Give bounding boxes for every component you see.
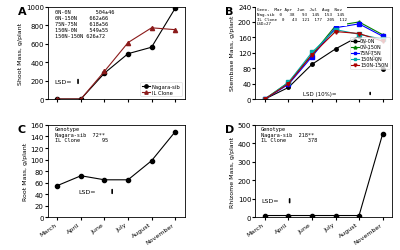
0N-150N [333, 25, 338, 28]
150N-150N [286, 83, 291, 86]
0N-0N [333, 48, 338, 51]
150N-0N [333, 29, 338, 32]
IL Clone [149, 27, 154, 30]
75N-75N [310, 56, 314, 59]
0N-0N [357, 36, 362, 38]
150N-0N [357, 34, 362, 37]
Nagara-sib [55, 98, 60, 101]
0N-150N [262, 98, 267, 101]
150N-0N [310, 52, 314, 55]
Text: LSD=: LSD= [78, 189, 96, 194]
150N-150N [310, 54, 314, 57]
150N-150N [380, 40, 385, 43]
75N-75N [380, 36, 385, 38]
Text: A: A [18, 6, 26, 16]
Text: 0N-0N        504±46
0N-150N    662±66
75N-75N    618±56
150N-0N    549±55
150N-1: 0N-0N 504±46 0N-150N 662±66 75N-75N 618±… [55, 10, 114, 38]
0N-0N [380, 68, 385, 71]
150N-0N [380, 38, 385, 42]
IL Clone [126, 42, 130, 45]
Line: 0N-150N: 0N-150N [263, 21, 384, 101]
Text: LSD (10%)=: LSD (10%)= [303, 92, 337, 96]
Line: Nagara-sib: Nagara-sib [55, 7, 177, 102]
75N-75N [286, 84, 291, 86]
0N-150N [357, 21, 362, 24]
Legend: 0N-0N, 0N-150N, 75N-75N, 150N-0N, 150N-150N: 0N-0N, 0N-150N, 75N-75N, 150N-0N, 150N-1… [350, 38, 390, 70]
Legend: Nagara-sib, IL Clone: Nagara-sib, IL Clone [140, 83, 182, 97]
75N-75N [333, 27, 338, 30]
Line: 150N-150N: 150N-150N [263, 31, 384, 101]
75N-75N [357, 23, 362, 26]
Y-axis label: Root Mass, g/plant: Root Mass, g/plant [22, 142, 28, 201]
0N-0N [310, 64, 314, 66]
150N-150N [262, 98, 267, 101]
Y-axis label: Stembase Mass, g/plant: Stembase Mass, g/plant [230, 16, 235, 91]
Y-axis label: Shoot Mass, g/plant: Shoot Mass, g/plant [18, 22, 23, 84]
Text: D: D [226, 124, 235, 134]
Nagara-sib [102, 72, 107, 75]
0N-150N [380, 34, 385, 37]
IL Clone [78, 98, 83, 101]
0N-0N [286, 86, 291, 90]
150N-0N [262, 98, 267, 101]
Text: Genotype
Nagara-sib  72**
IL Clone       95: Genotype Nagara-sib 72** IL Clone 95 [55, 126, 108, 143]
Nagara-sib [173, 8, 178, 11]
75N-75N [262, 98, 267, 101]
0N-0N [262, 98, 267, 101]
Text: B: B [226, 6, 234, 16]
Nagara-sib [78, 98, 83, 101]
Text: C: C [18, 124, 26, 134]
Text: LSD=: LSD= [261, 198, 278, 203]
IL Clone [102, 70, 107, 74]
Text: Genotype
Nagara-sib  218**
IL Clone       378: Genotype Nagara-sib 218** IL Clone 378 [261, 126, 317, 143]
0N-150N [310, 54, 314, 57]
Line: IL Clone: IL Clone [55, 26, 177, 102]
150N-0N [286, 82, 291, 84]
150N-150N [357, 33, 362, 36]
Line: 0N-0N: 0N-0N [263, 35, 384, 101]
Text: Geno.  Mar Apr  Jun  Jul  Aug  Nov
Nag-sib  0   38   93  145  153  145
IL Clone : Geno. Mar Apr Jun Jul Aug Nov Nag-sib 0 … [257, 8, 347, 26]
Nagara-sib [149, 46, 154, 50]
0N-150N [286, 82, 291, 84]
Line: 75N-75N: 75N-75N [263, 23, 384, 101]
IL Clone [173, 29, 178, 32]
Line: 150N-0N: 150N-0N [263, 29, 384, 101]
150N-150N [333, 31, 338, 34]
Nagara-sib [126, 53, 130, 56]
Text: LSD=: LSD= [55, 80, 72, 84]
IL Clone [55, 98, 60, 101]
Y-axis label: Rhizome Mass, g/plant: Rhizome Mass, g/plant [230, 136, 235, 207]
